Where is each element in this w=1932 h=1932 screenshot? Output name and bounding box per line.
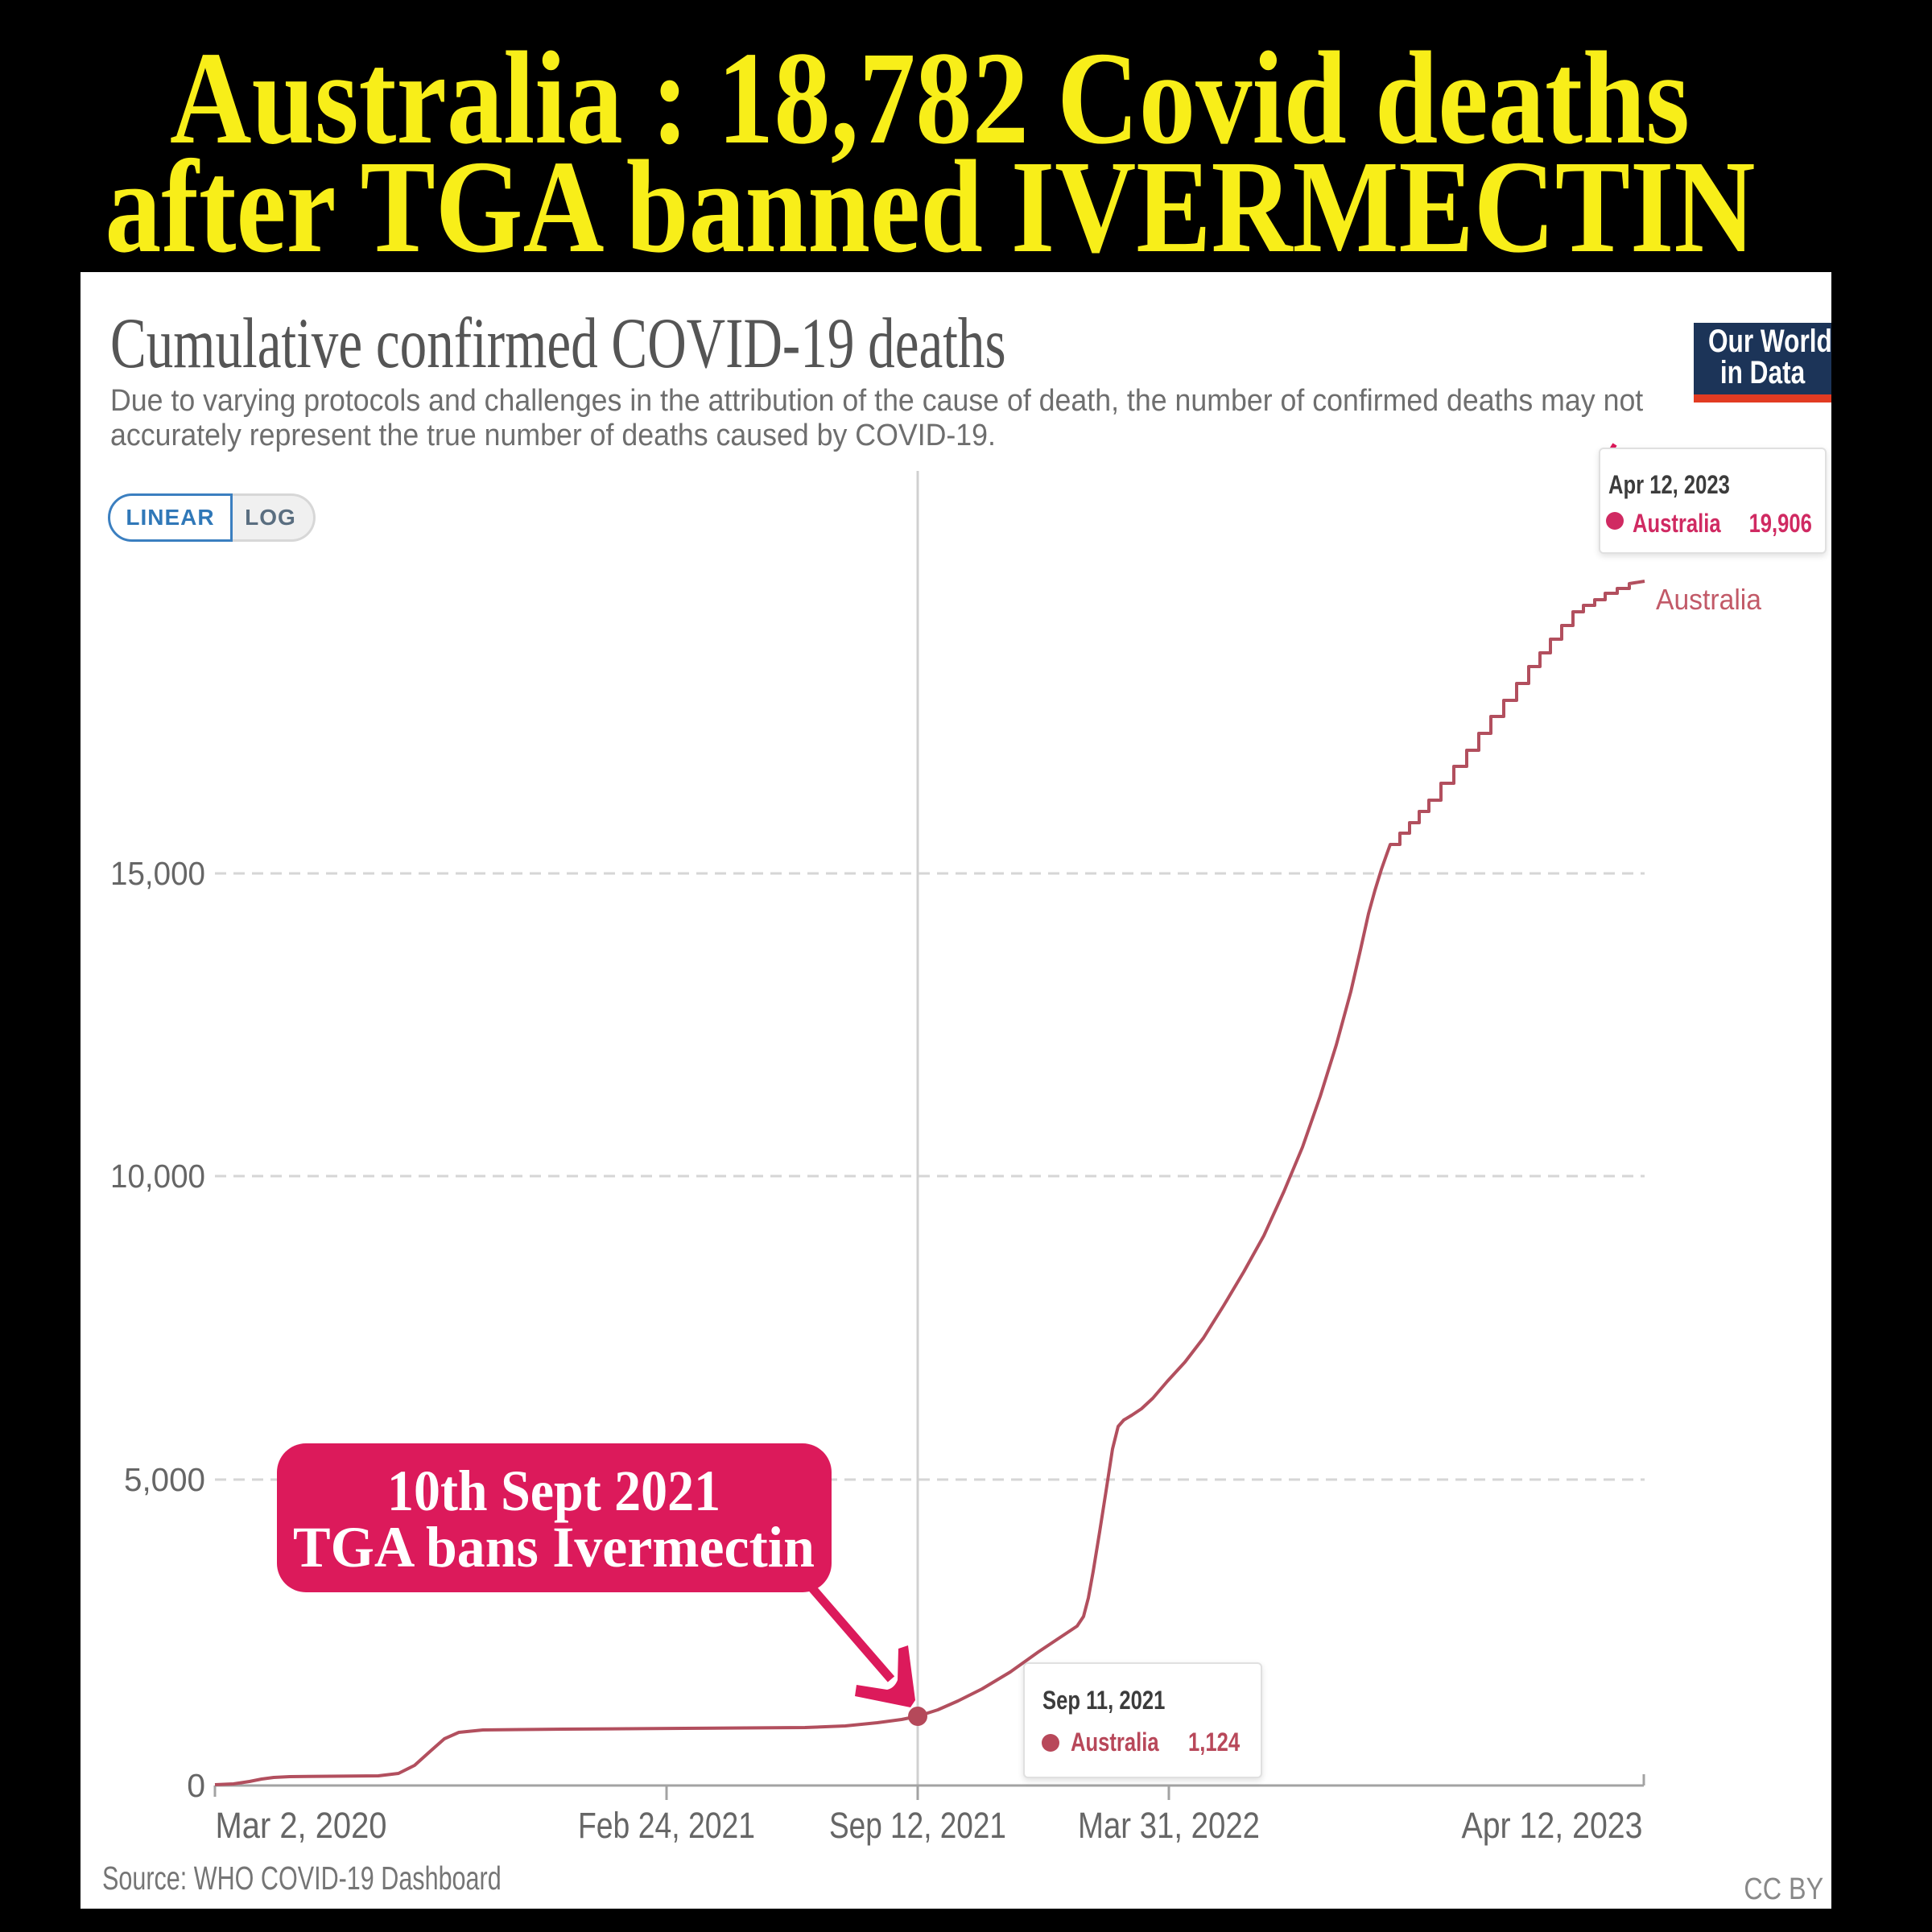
- svg-text:Australia: Australia: [1656, 583, 1762, 616]
- svg-text:Sep 12, 2021: Sep 12, 2021: [829, 1805, 1006, 1846]
- svg-text:5,000: 5,000: [124, 1461, 205, 1498]
- svg-text:Apr 12, 2023: Apr 12, 2023: [1462, 1805, 1643, 1846]
- svg-text:10,000: 10,000: [110, 1158, 205, 1195]
- svg-text:15,000: 15,000: [110, 855, 205, 892]
- svg-text:Mar 31, 2022: Mar 31, 2022: [1078, 1805, 1260, 1846]
- svg-text:Mar 2, 2020: Mar 2, 2020: [216, 1805, 387, 1846]
- svg-text:0: 0: [187, 1767, 205, 1804]
- svg-text:Feb 24, 2021: Feb 24, 2021: [578, 1805, 755, 1846]
